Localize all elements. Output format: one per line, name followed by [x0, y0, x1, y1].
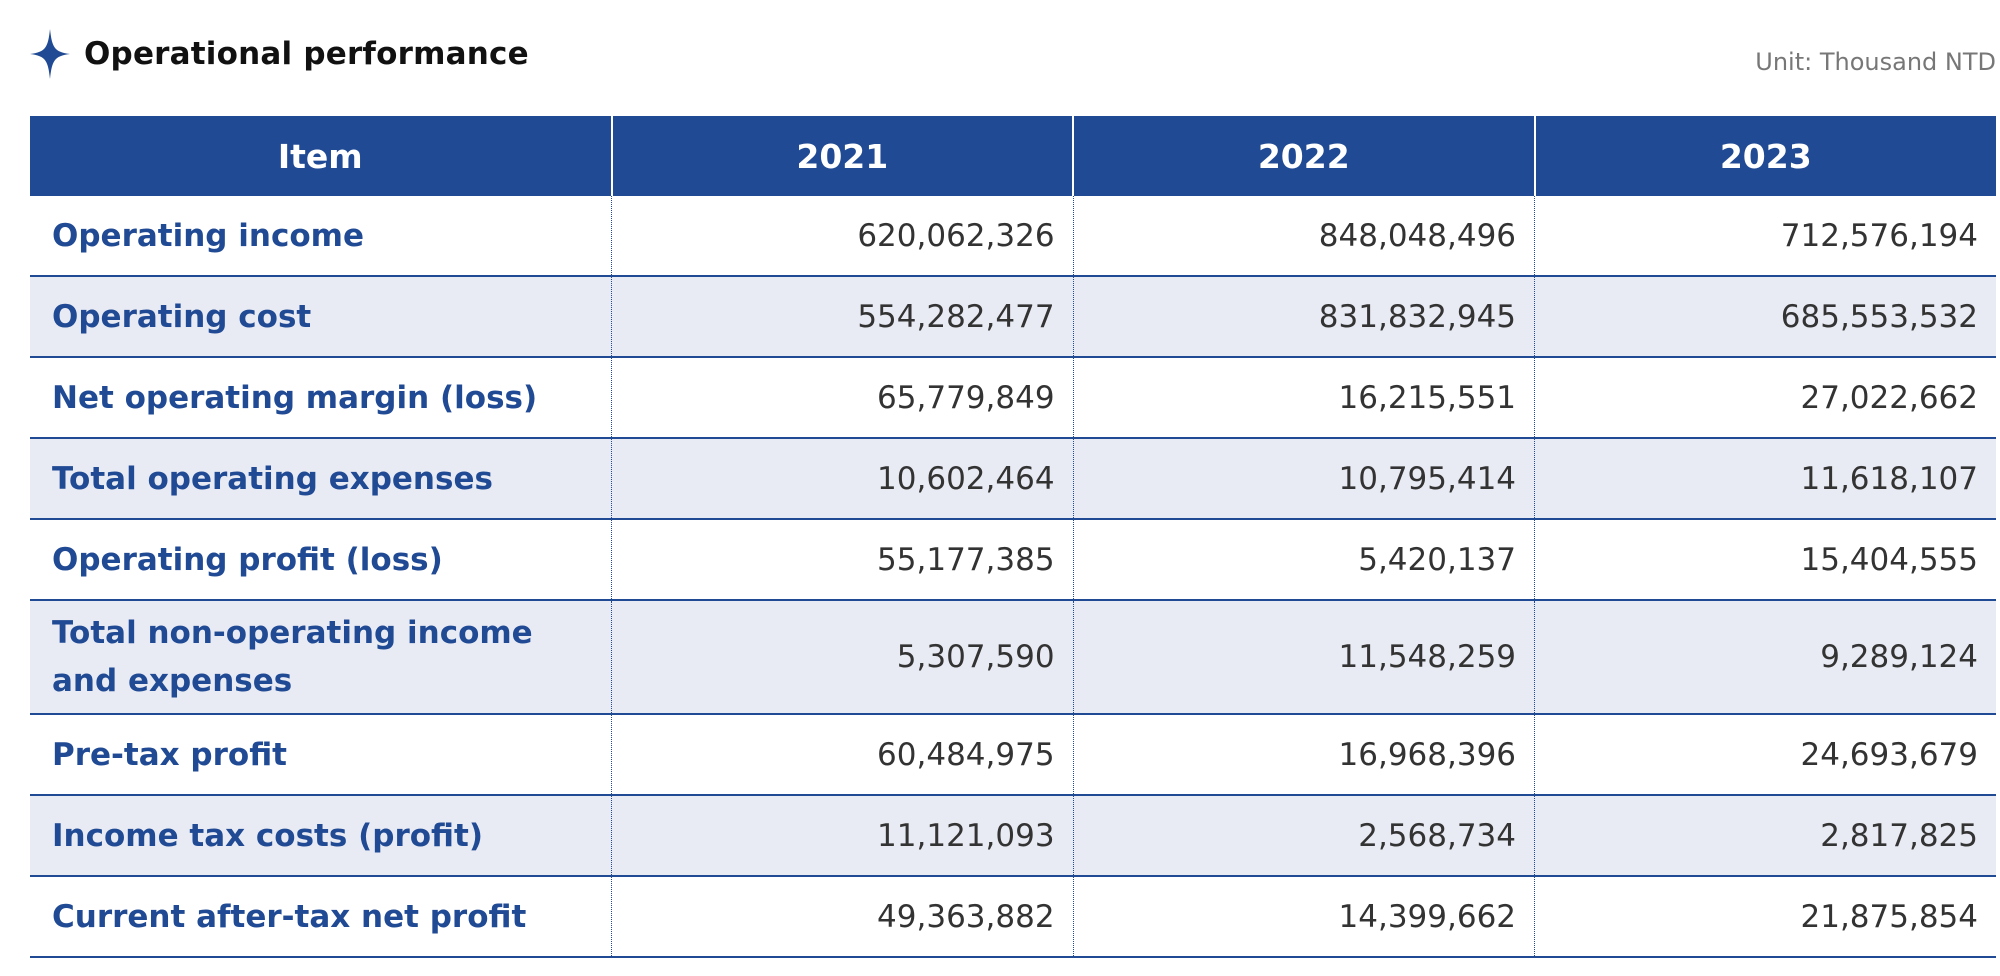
- cell-2022: 848,048,496: [1072, 196, 1535, 277]
- row-label: Income tax costs (profit): [30, 795, 612, 877]
- cell-2023: 15,404,555: [1534, 519, 1996, 601]
- table-row: Operating profit (loss) 55,177,385 5,420…: [30, 519, 1996, 601]
- row-label: Current after-tax net profit: [30, 876, 612, 958]
- table-row: Current after-tax net profit 49,363,882 …: [30, 876, 1996, 958]
- cell-2021: 620,062,326: [611, 196, 1074, 277]
- unit-label: Unit: Thousand NTD: [1755, 48, 1996, 76]
- cell-2023: 27,022,662: [1534, 357, 1996, 439]
- cell-2021: 10,602,464: [611, 438, 1074, 520]
- cell-2021: 60,484,975: [611, 714, 1074, 796]
- table-header-row: Item 2021 2022 2023: [30, 116, 1996, 196]
- section-title: Operational performance: [84, 36, 529, 72]
- row-label: Operating profit (loss): [30, 519, 612, 601]
- cell-2023: 712,576,194: [1534, 196, 1996, 277]
- table-row: Total operating expenses 10,602,464 10,7…: [30, 438, 1996, 520]
- cell-2022: 5,420,137: [1072, 519, 1535, 601]
- section-header: Operational performance: [30, 26, 529, 82]
- column-header-2021: 2021: [610, 116, 1074, 196]
- row-label: Net operating margin (loss): [30, 357, 612, 439]
- cell-2023: 24,693,679: [1534, 714, 1996, 796]
- table-row: Operating income 620,062,326 848,048,496…: [30, 196, 1996, 277]
- table-row: Pre-tax profit 60,484,975 16,968,396 24,…: [30, 714, 1996, 796]
- row-label: Operating cost: [30, 276, 612, 358]
- cell-2022: 831,832,945: [1072, 276, 1535, 358]
- four-point-star-icon: [30, 29, 70, 79]
- table-row: Operating cost 554,282,477 831,832,945 6…: [30, 276, 1996, 358]
- cell-2023: 9,289,124: [1534, 600, 1996, 715]
- table-row: Total non-operating income and expenses …: [30, 600, 1996, 715]
- cell-2023: 11,618,107: [1534, 438, 1996, 520]
- cell-2022: 16,968,396: [1072, 714, 1535, 796]
- cell-2022: 16,215,551: [1072, 357, 1535, 439]
- cell-2023: 2,817,825: [1534, 795, 1996, 877]
- cell-2021: 11,121,093: [611, 795, 1074, 877]
- table-row: Net operating margin (loss) 65,779,849 1…: [30, 357, 1996, 439]
- cell-2021: 55,177,385: [611, 519, 1074, 601]
- cell-2023: 685,553,532: [1534, 276, 1996, 358]
- row-label: Total non-operating income and expenses: [30, 600, 612, 715]
- cell-2021: 554,282,477: [611, 276, 1074, 358]
- column-header-2022: 2022: [1072, 116, 1535, 196]
- row-label: Operating income: [30, 196, 612, 277]
- cell-2022: 2,568,734: [1072, 795, 1535, 877]
- cell-2022: 11,548,259: [1072, 600, 1535, 715]
- cell-2021: 5,307,590: [611, 600, 1074, 715]
- cell-2021: 65,779,849: [611, 357, 1074, 439]
- cell-2021: 49,363,882: [611, 876, 1074, 958]
- table-row: Income tax costs (profit) 11,121,093 2,5…: [30, 795, 1996, 877]
- column-header-2023: 2023: [1533, 116, 1996, 196]
- row-label: Total operating expenses: [30, 438, 612, 520]
- cell-2022: 14,399,662: [1072, 876, 1535, 958]
- operational-performance-table: Item 2021 2022 2023 Operating income 620…: [30, 116, 1996, 958]
- row-label: Pre-tax profit: [30, 714, 612, 796]
- cell-2022: 10,795,414: [1072, 438, 1535, 520]
- column-header-item: Item: [30, 116, 612, 196]
- cell-2023: 21,875,854: [1534, 876, 1996, 958]
